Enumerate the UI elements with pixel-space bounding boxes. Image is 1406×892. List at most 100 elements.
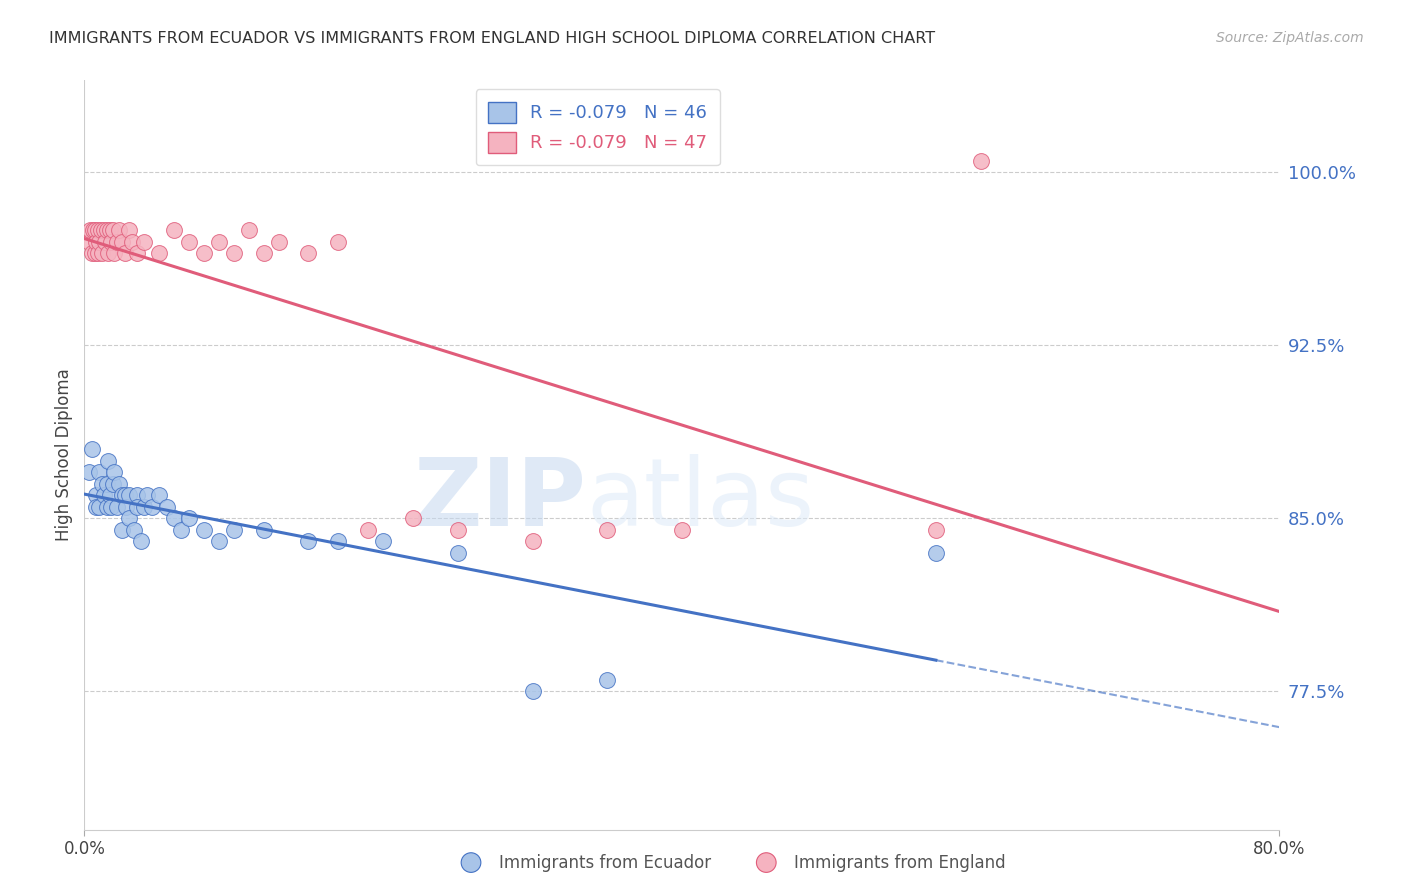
Point — [111, 235, 134, 249]
Point — [163, 511, 186, 525]
Point — [402, 511, 425, 525]
Point — [163, 223, 186, 237]
Text: ZIP: ZIP — [413, 454, 586, 546]
Point — [96, 500, 118, 514]
Point — [297, 246, 319, 260]
Point — [118, 223, 141, 237]
Point — [222, 523, 245, 537]
Point — [328, 534, 350, 549]
Text: atlas: atlas — [586, 454, 814, 546]
Point — [82, 223, 104, 237]
Point — [193, 246, 215, 260]
Point — [114, 488, 136, 502]
Point — [125, 488, 148, 502]
Point — [93, 223, 115, 237]
Point — [80, 442, 103, 457]
Point — [83, 223, 105, 237]
Legend: R = -0.079   N = 46, R = -0.079   N = 47: R = -0.079 N = 46, R = -0.079 N = 47 — [475, 89, 720, 165]
Point — [136, 488, 159, 502]
Point — [83, 246, 105, 260]
Point — [297, 534, 319, 549]
Point — [103, 465, 125, 479]
Point — [87, 246, 110, 260]
Point — [148, 246, 170, 260]
Point — [193, 523, 215, 537]
Point — [86, 500, 108, 514]
Point — [238, 223, 260, 237]
Point — [118, 511, 141, 525]
Point — [357, 523, 380, 537]
Text: IMMIGRANTS FROM ECUADOR VS IMMIGRANTS FROM ENGLAND HIGH SCHOOL DIPLOMA CORRELATI: IMMIGRANTS FROM ECUADOR VS IMMIGRANTS FR… — [49, 31, 935, 46]
Point — [107, 476, 129, 491]
Point — [522, 684, 544, 698]
Point — [100, 500, 122, 514]
Point — [97, 246, 120, 260]
Point — [96, 476, 118, 491]
Point — [596, 673, 619, 687]
Point — [87, 223, 110, 237]
Point — [96, 223, 118, 237]
Point — [121, 235, 143, 249]
Point — [522, 534, 544, 549]
Point — [89, 235, 111, 249]
Point — [86, 235, 108, 249]
Point — [253, 523, 276, 537]
Point — [77, 465, 100, 479]
Point — [328, 235, 350, 249]
Point — [89, 500, 111, 514]
Point — [91, 246, 114, 260]
Point — [447, 546, 470, 560]
Point — [115, 500, 138, 514]
Point — [103, 246, 125, 260]
Point — [925, 546, 948, 560]
Point — [122, 523, 145, 537]
Point — [177, 511, 200, 525]
Point — [101, 476, 124, 491]
Point — [118, 488, 141, 502]
Point — [155, 500, 177, 514]
Point — [77, 235, 100, 249]
Point — [80, 246, 103, 260]
Point — [222, 246, 245, 260]
Point — [98, 488, 121, 502]
Point — [170, 523, 193, 537]
Text: Immigrants from Ecuador: Immigrants from Ecuador — [499, 855, 711, 872]
Point — [125, 500, 148, 514]
Point — [129, 534, 152, 549]
Point — [94, 235, 117, 249]
Point — [267, 235, 290, 249]
Text: Immigrants from England: Immigrants from England — [794, 855, 1007, 872]
Point — [177, 235, 200, 249]
Point — [925, 523, 948, 537]
Point — [253, 246, 276, 260]
Point — [93, 488, 115, 502]
Point — [141, 500, 163, 514]
Point — [91, 476, 114, 491]
Point — [107, 223, 129, 237]
Point — [132, 500, 156, 514]
Point — [671, 523, 693, 537]
Point — [208, 235, 231, 249]
Point — [79, 223, 101, 237]
Point — [114, 246, 136, 260]
Point — [90, 223, 112, 237]
Point — [101, 223, 124, 237]
Point — [373, 534, 395, 549]
Point — [132, 235, 156, 249]
Point — [89, 465, 111, 479]
Point — [97, 453, 120, 467]
Point — [105, 500, 128, 514]
Y-axis label: High School Diploma: High School Diploma — [55, 368, 73, 541]
Point — [447, 523, 470, 537]
Text: Source: ZipAtlas.com: Source: ZipAtlas.com — [1216, 31, 1364, 45]
Point — [111, 488, 134, 502]
Point — [100, 235, 122, 249]
Point — [208, 534, 231, 549]
Point — [105, 235, 128, 249]
Point — [596, 523, 619, 537]
Point — [125, 246, 148, 260]
Point — [148, 488, 170, 502]
Point — [970, 153, 993, 168]
Point — [111, 523, 134, 537]
Point — [98, 223, 121, 237]
